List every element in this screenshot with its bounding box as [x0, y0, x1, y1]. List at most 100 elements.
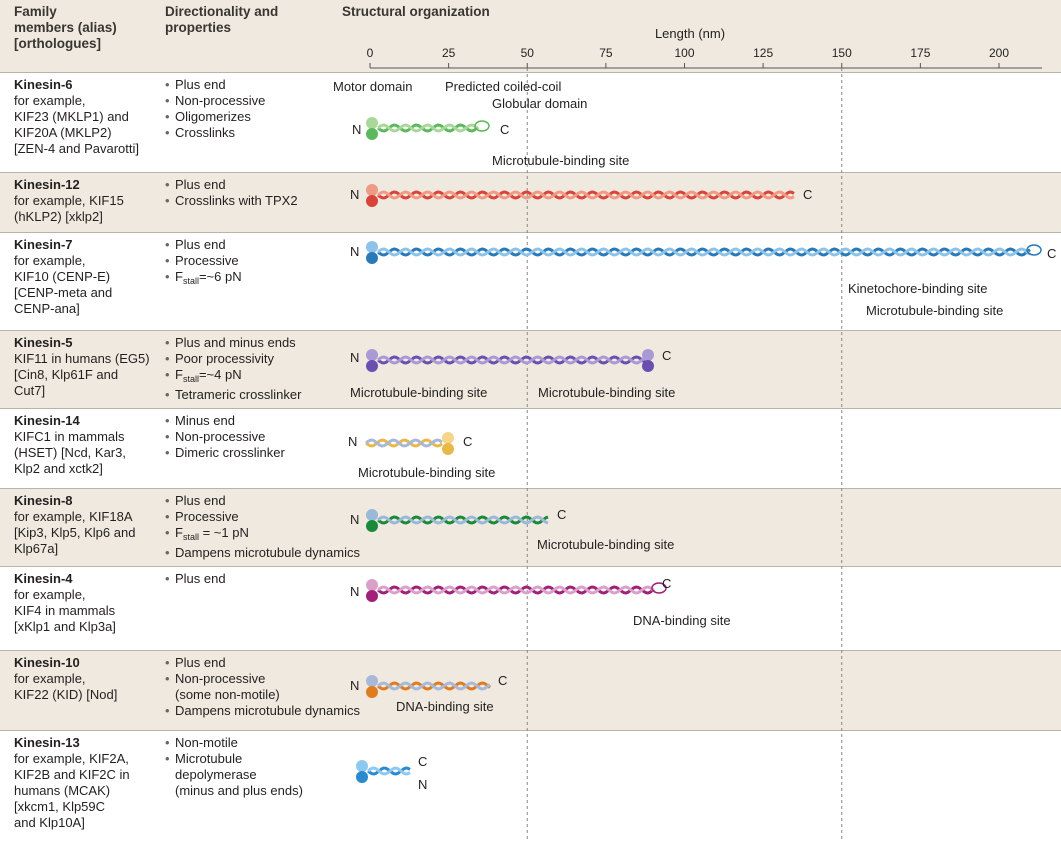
description-line: KIF11 in humans (EG5) [14, 351, 150, 367]
terminus: C [1047, 246, 1056, 261]
terminus: N [418, 777, 427, 792]
property-symbol: F [175, 525, 183, 540]
family-name: Kinesin-5 [14, 335, 150, 351]
description-line: Cut7] [14, 383, 150, 399]
family-cell: Kinesin-14KIFC1 in mammals(HSET) [Ncd, K… [14, 413, 126, 477]
property-line: (minus and plus ends) [175, 783, 303, 799]
property: Fstall=~4 pN [165, 367, 301, 387]
properties-cell: Plus endNon-processive(some non-motile)D… [165, 655, 360, 719]
property: Non-processive(some non-motile) [165, 671, 360, 703]
family-name: Kinesin-12 [14, 177, 124, 193]
property: Dampens microtubule dynamics [165, 545, 360, 561]
property: Tetrameric crosslinker [165, 387, 301, 403]
description-line: KIF20A (MKLP2) [14, 125, 139, 141]
description-line: [CENP-meta and [14, 285, 112, 301]
property: Plus end [165, 493, 360, 509]
motor-head [366, 579, 378, 591]
family-cell: Kinesin-13for example, KIF2A,KIF2B and K… [14, 735, 130, 831]
tick-label: 200 [989, 46, 1009, 60]
description-line: KIF2B and KIF2C in [14, 767, 130, 783]
properties-cell: Plus endNon-processiveOligomerizesCrossl… [165, 77, 265, 141]
properties-cell: Plus endCrosslinks with TPX2 [165, 177, 298, 209]
property-line: Plus end [175, 655, 360, 671]
tick-label: 25 [442, 46, 456, 60]
motor-head [366, 349, 378, 361]
motor-head [442, 443, 454, 455]
description-line: (HSET) [Ncd, Kar3, [14, 445, 126, 461]
terminus: C [557, 507, 566, 522]
family-cell: Kinesin-4for example,KIF4 in mammals[xKl… [14, 571, 116, 635]
motor-head [642, 349, 654, 361]
family-cell: Kinesin-5KIF11 in humans (EG5)[Cin8, Klp… [14, 335, 150, 399]
property-line: Dampens microtubule dynamics [175, 703, 360, 719]
property-line: Non-processive [175, 671, 360, 687]
header-cell: Structural organization [342, 4, 490, 20]
terminus: C [418, 754, 427, 769]
property: Poor processivity [165, 351, 301, 367]
property: Fstall = ~1 pN [165, 525, 360, 545]
property: Plus end [165, 655, 360, 671]
description-line: Klp67a] [14, 541, 135, 557]
motor-head [642, 360, 654, 372]
property: Non-processive [165, 93, 265, 109]
terminus: C [662, 348, 671, 363]
motor-head [366, 686, 378, 698]
header-line: Family [14, 4, 117, 20]
description-line: for example, KIF18A [14, 509, 135, 525]
motor-head [366, 675, 378, 687]
header-line: properties [165, 20, 278, 36]
family-name: Kinesin-8 [14, 493, 135, 509]
motor-head [366, 128, 378, 140]
description-line: [Kip3, Klp5, Klp6 and [14, 525, 135, 541]
property-text: = ~1 pN [199, 525, 249, 540]
annotation: Microtubule-binding site [350, 385, 487, 400]
property-line: Crosslinks [175, 125, 265, 141]
properties-cell: Plus endProcessiveFstall = ~1 pNDampens … [165, 493, 360, 561]
annotation: Globular domain [492, 96, 587, 111]
motor-head [356, 771, 368, 783]
property: Plus end [165, 177, 298, 193]
property-symbol: F [175, 269, 183, 284]
property: Dimeric crosslinker [165, 445, 285, 461]
terminus: N [350, 350, 359, 365]
globular-domain [475, 121, 489, 131]
description-line: CENP-ana] [14, 301, 112, 317]
description-line: KIF23 (MKLP1) and [14, 109, 139, 125]
property-subscript: stall [183, 532, 199, 542]
property-line: Minus end [175, 413, 285, 429]
properties-cell: Plus endProcessiveFstall=~6 pN [165, 237, 242, 289]
property: Processive [165, 253, 242, 269]
property-line: Dimeric crosslinker [175, 445, 285, 461]
terminus: N [350, 187, 359, 202]
motor-head [356, 760, 368, 772]
terminus: N [350, 584, 359, 599]
property-subscript: stall [183, 374, 199, 384]
motor-head [366, 117, 378, 129]
tick-label: 0 [367, 46, 374, 60]
description-line: KIF22 (KID) [Nod] [14, 687, 117, 703]
property-line: Tetrameric crosslinker [175, 387, 301, 403]
property-line: Poor processivity [175, 351, 301, 367]
tick-label: 150 [832, 46, 852, 60]
properties-cell: Plus end [165, 571, 226, 587]
property-line: Plus and minus ends [175, 335, 301, 351]
terminus: C [500, 122, 509, 137]
property-line: Plus end [175, 177, 298, 193]
header-line: Directionality and [165, 4, 278, 20]
property-line: Processive [175, 509, 360, 525]
tick-label: 75 [599, 46, 613, 60]
annotation: Microtubule-binding site [537, 537, 674, 552]
description-line: humans (MCAK) [14, 783, 130, 799]
tick-label: 125 [753, 46, 773, 60]
annotation: DNA-binding site [633, 613, 731, 628]
property-line: depolymerase [175, 767, 303, 783]
property: Processive [165, 509, 360, 525]
property: Oligomerizes [165, 109, 265, 125]
motor-head [366, 360, 378, 372]
property: Crosslinks [165, 125, 265, 141]
description-line: for example, [14, 253, 112, 269]
